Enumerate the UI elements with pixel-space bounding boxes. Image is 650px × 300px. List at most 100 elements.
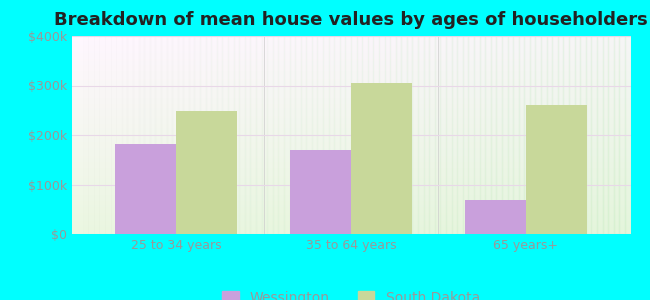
Bar — [502, 36, 508, 234]
Bar — [72, 151, 630, 153]
Bar — [614, 36, 619, 234]
Bar — [536, 36, 541, 234]
Bar — [306, 36, 312, 234]
Bar — [261, 36, 267, 234]
Bar — [295, 36, 301, 234]
Bar — [586, 36, 592, 234]
Bar — [373, 36, 379, 234]
Bar — [323, 36, 329, 234]
Bar — [72, 62, 630, 64]
Bar — [278, 36, 284, 234]
Bar — [177, 36, 183, 234]
Bar — [72, 46, 630, 48]
Bar — [72, 188, 630, 190]
Bar — [239, 36, 245, 234]
Bar — [290, 150, 351, 234]
Bar — [497, 36, 502, 234]
Bar — [222, 36, 228, 234]
Bar — [390, 36, 396, 234]
Bar — [72, 48, 630, 50]
Bar — [245, 36, 250, 234]
Bar — [72, 74, 630, 76]
Bar — [72, 192, 630, 194]
Bar — [176, 111, 237, 234]
Bar — [72, 72, 630, 74]
Bar — [351, 83, 412, 234]
Bar — [72, 117, 630, 119]
Bar — [329, 36, 334, 234]
Bar — [541, 36, 547, 234]
Bar — [72, 95, 630, 98]
Bar — [72, 101, 630, 103]
Bar — [72, 214, 630, 216]
Bar — [72, 218, 630, 220]
Bar — [189, 36, 194, 234]
Bar — [441, 36, 446, 234]
Bar — [273, 36, 278, 234]
Bar — [72, 137, 630, 139]
Bar — [72, 153, 630, 155]
Bar — [194, 36, 200, 234]
Bar — [115, 144, 176, 234]
Bar — [72, 145, 630, 147]
Bar — [491, 36, 497, 234]
Bar — [94, 36, 99, 234]
Bar — [72, 40, 630, 42]
Bar — [72, 175, 630, 177]
Bar — [619, 36, 625, 234]
Bar — [513, 36, 519, 234]
Bar — [72, 121, 630, 123]
Bar — [575, 36, 580, 234]
Bar — [519, 36, 525, 234]
Bar — [452, 36, 457, 234]
Bar — [72, 206, 630, 208]
Bar — [217, 36, 222, 234]
Bar — [340, 36, 345, 234]
Bar — [111, 36, 116, 234]
Bar — [72, 78, 630, 80]
Bar — [424, 36, 429, 234]
Bar — [413, 36, 418, 234]
Bar — [530, 36, 536, 234]
Bar — [72, 133, 630, 135]
Bar — [625, 36, 630, 234]
Bar — [312, 36, 317, 234]
Bar — [150, 36, 155, 234]
Bar — [72, 167, 630, 169]
Bar — [72, 50, 630, 52]
Bar — [284, 36, 289, 234]
Bar — [301, 36, 306, 234]
Bar — [133, 36, 138, 234]
Bar — [105, 36, 110, 234]
Bar — [72, 190, 630, 192]
Bar — [72, 38, 630, 40]
Bar — [172, 36, 177, 234]
Bar — [72, 210, 630, 212]
Bar — [250, 36, 256, 234]
Bar — [72, 226, 630, 228]
Bar — [72, 85, 630, 88]
Bar — [72, 141, 630, 143]
Bar — [72, 182, 630, 184]
Bar — [72, 230, 630, 232]
Bar — [334, 36, 340, 234]
Bar — [72, 115, 630, 117]
Bar — [267, 36, 273, 234]
Bar — [401, 36, 407, 234]
Bar — [72, 36, 77, 234]
Bar — [547, 36, 552, 234]
Bar — [72, 76, 630, 78]
Bar — [72, 131, 630, 133]
Bar — [446, 36, 452, 234]
Bar — [396, 36, 401, 234]
Bar — [362, 36, 368, 234]
Bar — [72, 139, 630, 141]
Bar — [72, 172, 630, 175]
Bar — [351, 36, 357, 234]
Bar — [407, 36, 413, 234]
Bar — [72, 111, 630, 113]
Bar — [228, 36, 233, 234]
Bar — [357, 36, 362, 234]
Bar — [72, 129, 630, 131]
Bar — [256, 36, 261, 234]
